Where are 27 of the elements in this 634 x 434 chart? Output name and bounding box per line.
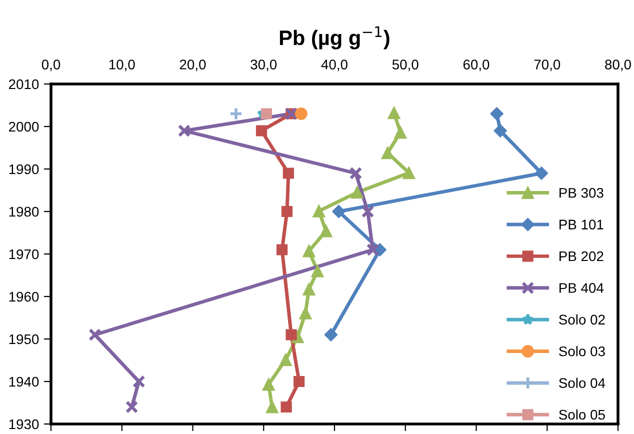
y-tick-label: 1980 xyxy=(9,206,39,217)
y-tick-label: 1960 xyxy=(9,292,39,302)
legend-label: PB 101 xyxy=(560,220,604,230)
y-tick-label: 1970 xyxy=(9,249,39,260)
y-tick-label: 1950 xyxy=(9,334,39,344)
x-tick-label: 60,0 xyxy=(463,60,490,72)
x-tick-label: 20,0 xyxy=(180,60,206,72)
legend-label: PB 303 xyxy=(560,188,604,198)
chart-title: Pb (µg g$^{−1}$) xyxy=(280,26,390,50)
x-tick-label: 10,0 xyxy=(109,60,135,72)
y-tick-label: 1940 xyxy=(9,376,39,387)
legend-label: Solo 04 xyxy=(559,378,606,388)
x-tick-label: 40,0 xyxy=(321,60,348,72)
x-tick-label: 0,0 xyxy=(42,60,60,72)
x-tick-label: 70,0 xyxy=(534,60,560,72)
legend-label: Solo 03 xyxy=(559,346,605,356)
y-tick-label: 1990 xyxy=(9,164,39,174)
legend-label: PB 202 xyxy=(560,251,604,262)
legend-label: Solo 02 xyxy=(559,314,605,325)
y-tick-label: 2010 xyxy=(9,79,39,90)
x-tick-label: 80,0 xyxy=(605,60,631,72)
y-tick-label: 2000 xyxy=(9,122,39,132)
legend-label: Solo 05 xyxy=(559,409,605,420)
x-tick-label: 50,0 xyxy=(392,60,418,72)
legend-label: PB 404 xyxy=(560,283,604,293)
y-tick-label: 1930 xyxy=(9,419,39,430)
x-tick-label: 30,0 xyxy=(250,60,277,72)
